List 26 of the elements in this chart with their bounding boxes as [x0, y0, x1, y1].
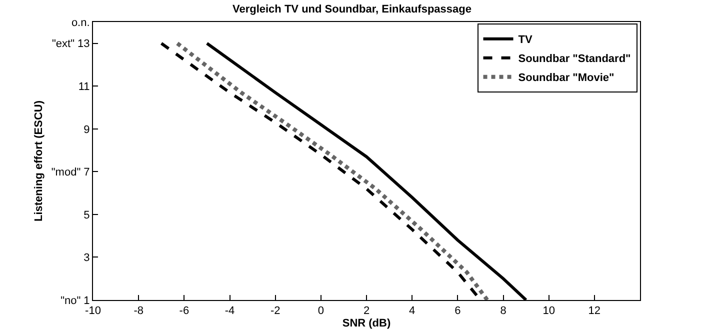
x-tick-label: -6	[179, 305, 190, 318]
y-tick-label: 5	[84, 209, 90, 222]
x-tick-label: -10	[85, 305, 101, 318]
legend-label: TV	[518, 34, 533, 46]
x-tick-label: 2	[363, 305, 370, 318]
y-tick-label: 3	[84, 252, 90, 264]
chart-title: Vergleich TV und Soundbar, Einkaufspassage	[232, 4, 472, 16]
y-tick-label: "no" 1	[60, 294, 90, 307]
y-tick-label: "ext" 13	[52, 38, 90, 50]
y-axis-title: Listening effort (ESCU)	[33, 100, 46, 222]
x-tick-label: 6	[454, 305, 461, 318]
x-tick-label: -4	[224, 305, 235, 318]
x-tick-label: 0	[318, 305, 324, 318]
x-tick-label: 4	[409, 305, 416, 318]
x-tick-label: 8	[500, 305, 506, 318]
x-axis-title: SNR (dB)	[342, 317, 391, 330]
x-tick-label: 10	[542, 305, 555, 318]
y-tick-label: "mod" 7	[51, 166, 90, 179]
x-tick-label: -2	[270, 305, 280, 318]
y-tick-label: 11	[78, 81, 90, 93]
x-tick-label: 12	[588, 305, 601, 318]
y-tick-label: o.n.	[71, 16, 90, 29]
x-tick-label: -8	[134, 305, 144, 318]
legend-label: Soundbar "Movie"	[518, 72, 614, 84]
legend-label: Soundbar "Standard"	[518, 53, 631, 66]
y-tick-label: 9	[84, 124, 90, 136]
